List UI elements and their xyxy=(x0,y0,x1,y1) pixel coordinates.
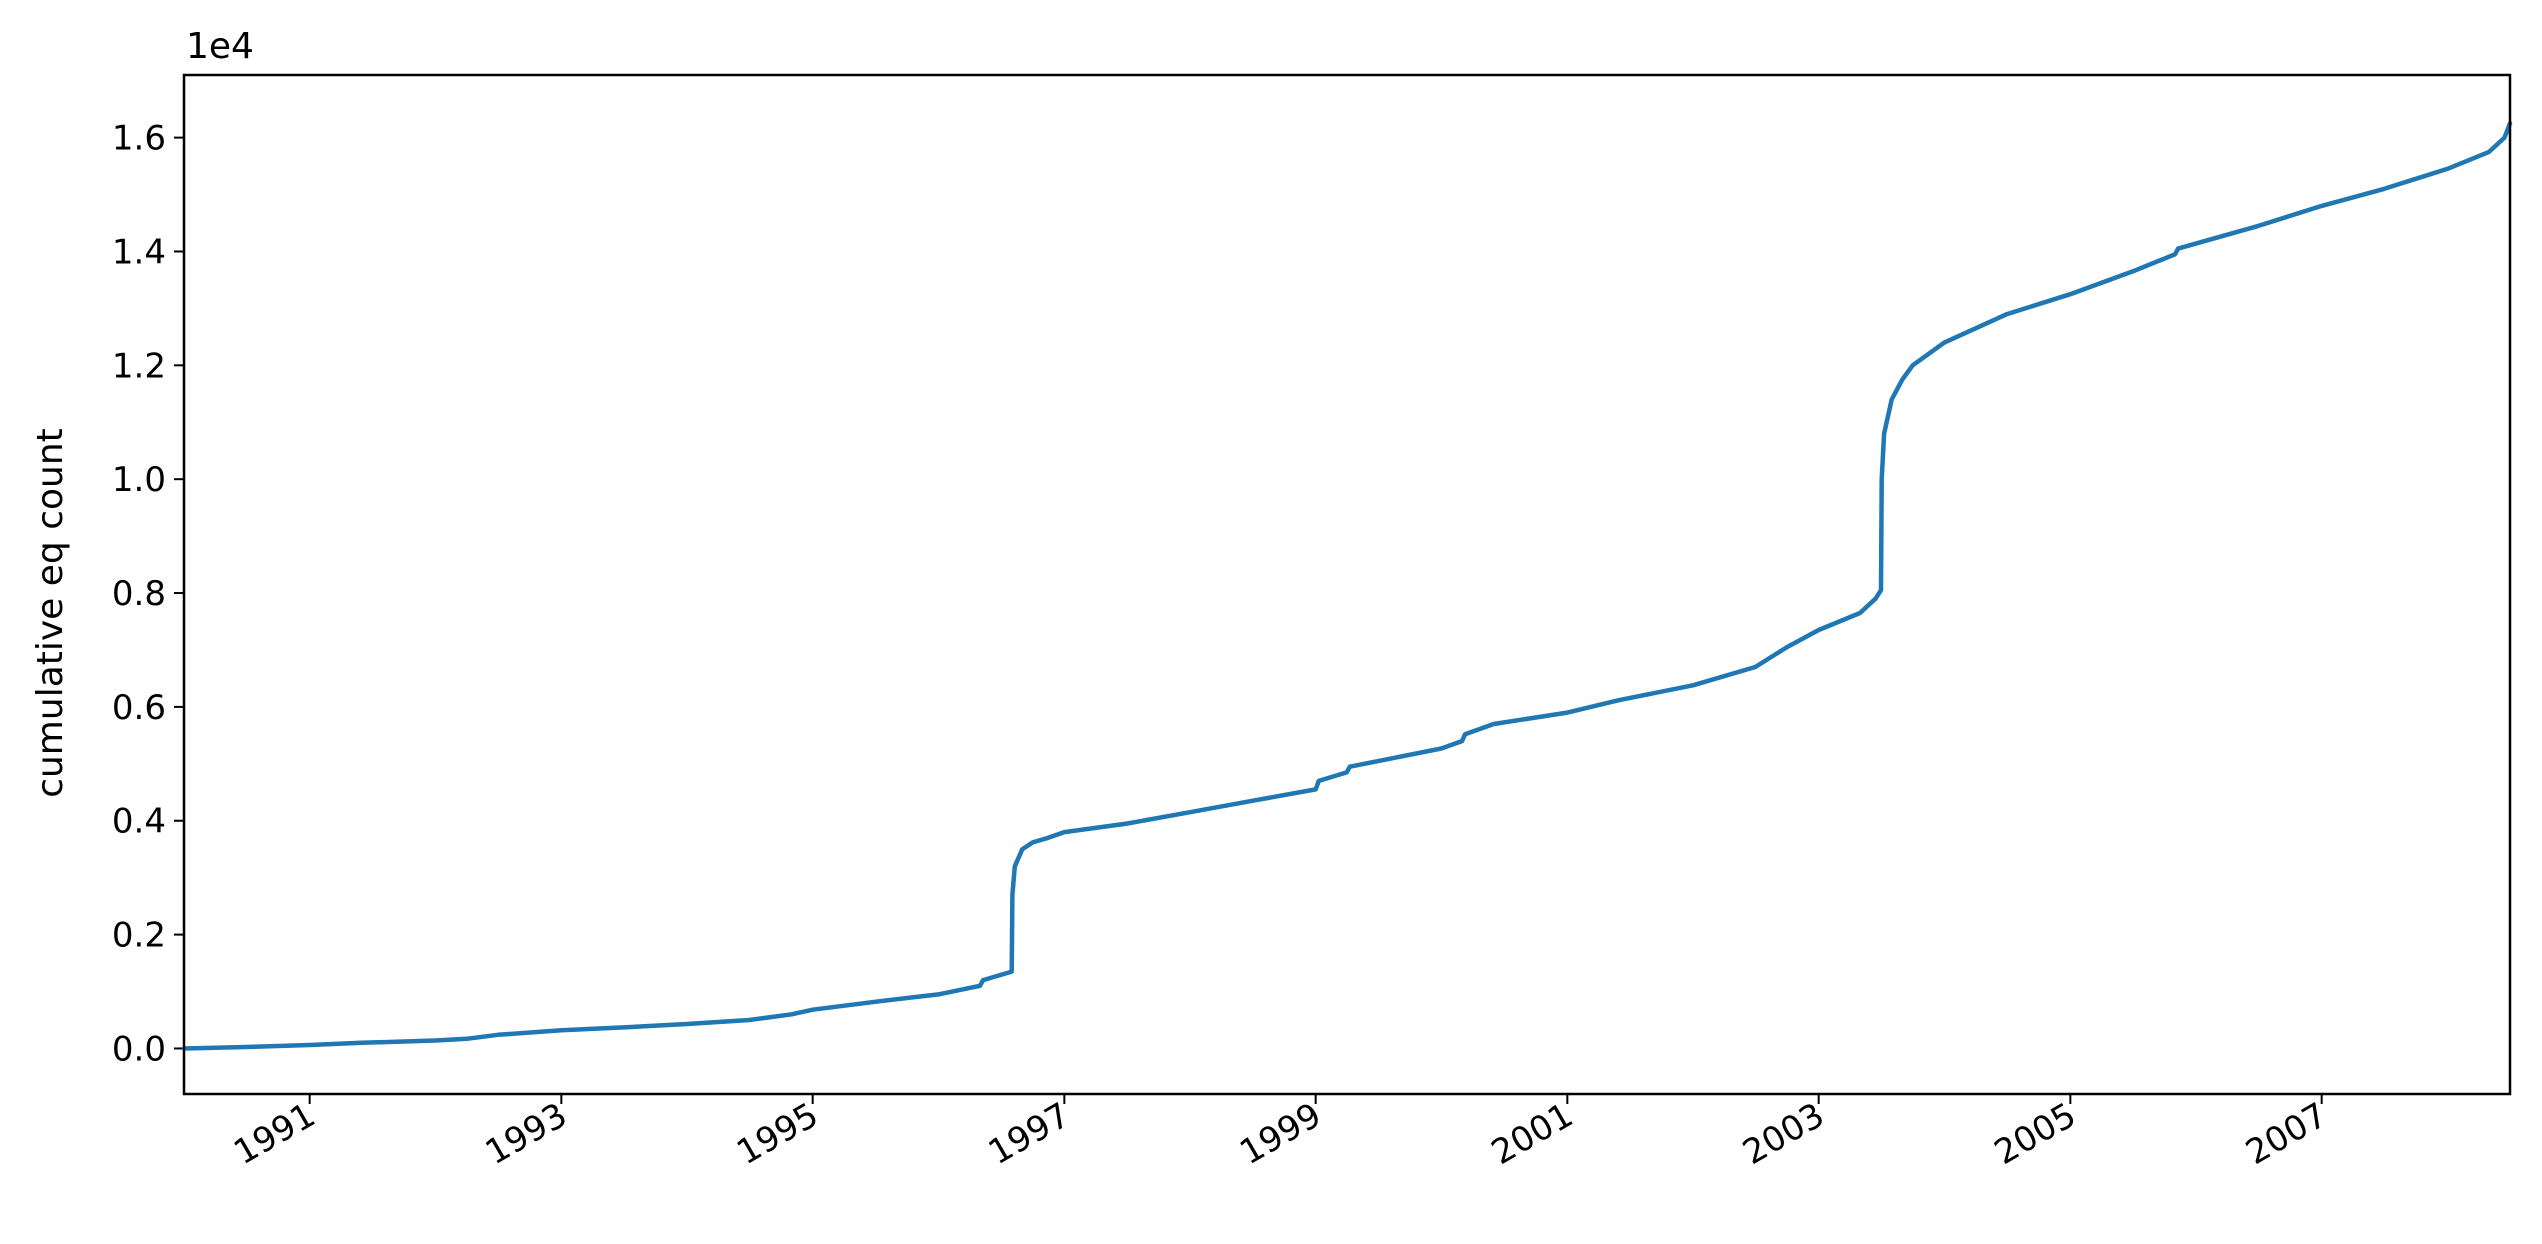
y-tick-label: 1.6 xyxy=(112,119,166,159)
series-line xyxy=(181,121,2513,1051)
y-tick-label: 0.4 xyxy=(112,802,166,842)
y-tick-label: 1.0 xyxy=(112,460,166,500)
y-tick-label: 0.8 xyxy=(112,574,166,614)
y-tick-label: 0.0 xyxy=(112,1029,166,1069)
y-tick-label: 0.6 xyxy=(112,688,166,728)
y-axis-label: cumulative eq count xyxy=(30,428,71,798)
y-offset-label: 1e4 xyxy=(186,26,254,67)
y-tick-label: 0.2 xyxy=(112,916,166,956)
y-tick-label: 1.2 xyxy=(112,346,166,386)
plot-frame xyxy=(182,73,2512,1096)
y-tick-label: 1.4 xyxy=(112,232,166,272)
